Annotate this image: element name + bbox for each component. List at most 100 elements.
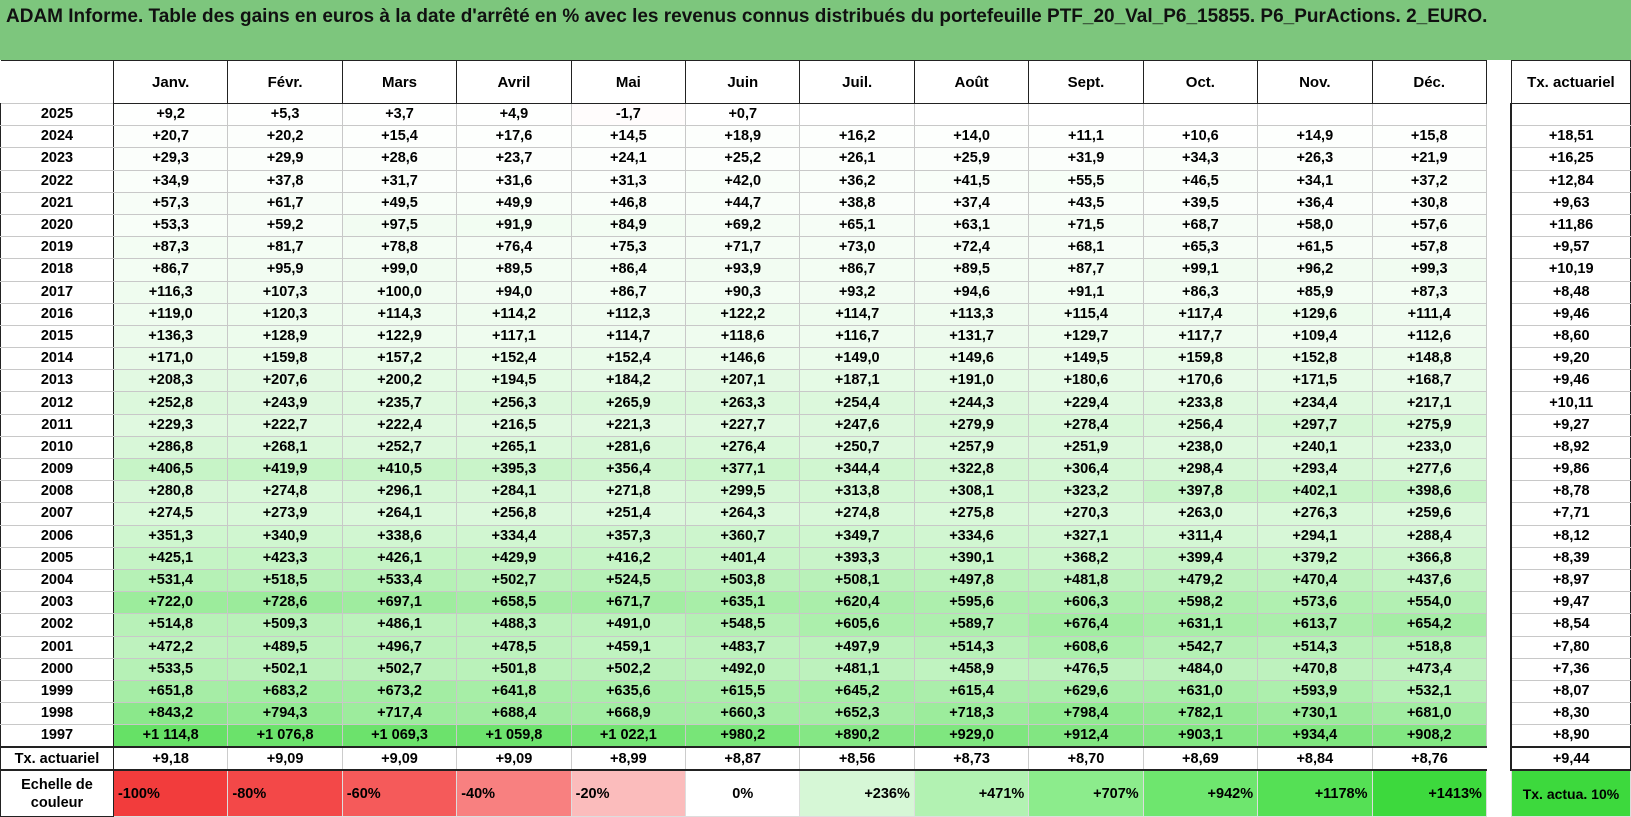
table-row: 2016 +119,0 +120,3 +114,3 +114,2 +112,3 +122,2… <box>0 302 1631 326</box>
gain-cell: +217,1 <box>1371 391 1487 415</box>
gain-cell: +42,0 <box>685 169 801 193</box>
gain-cell: +0,7 <box>685 102 801 127</box>
gain-cell: +252,8 <box>112 391 229 415</box>
gain-cell: +171,5 <box>1257 369 1373 393</box>
rate-cell: +7,80 <box>1510 635 1631 659</box>
gain-cell: +23,7 <box>456 147 572 171</box>
gain-cell: +605,6 <box>799 613 915 637</box>
rate-cell <box>1510 102 1631 127</box>
gain-cell: +71,7 <box>685 236 801 260</box>
gain-cell: +660,3 <box>685 702 801 726</box>
gain-cell: +615,5 <box>685 679 801 704</box>
gain-cell: +397,8 <box>1142 480 1259 504</box>
gain-cell: +406,5 <box>112 457 229 482</box>
gain-cell: +423,3 <box>227 546 343 570</box>
gain-cell: +360,7 <box>685 524 801 548</box>
gain-cell: +91,9 <box>456 213 572 238</box>
gain-cell: +280,8 <box>112 480 229 504</box>
gain-cell: +496,7 <box>341 635 458 659</box>
rate-cell: +8,48 <box>1510 280 1631 304</box>
gain-cell: +256,3 <box>456 391 572 415</box>
gain-cell: +476,5 <box>1028 657 1144 681</box>
gain-cell: +89,5 <box>456 258 572 282</box>
gain-cell: +84,9 <box>570 213 687 238</box>
gain-cell: +573,6 <box>1257 591 1373 615</box>
gain-cell: +159,8 <box>1142 347 1259 371</box>
table-row: 2000 +533,5 +502,1 +502,7 +501,8 +502,2 +492,0… <box>0 657 1631 681</box>
gain-cell: +340,9 <box>227 524 343 548</box>
color-scale-step: -80% <box>227 769 343 817</box>
year-cell: 2003 <box>0 591 114 615</box>
gain-cell: +284,1 <box>456 480 572 504</box>
gain-cell: +273,9 <box>227 502 343 526</box>
gain-cell: +299,5 <box>685 480 801 504</box>
month-header: Févr. <box>227 60 343 104</box>
gain-cell: +78,8 <box>341 236 458 260</box>
table-row: 2009 +406,5 +419,9 +410,5 +395,3 +356,4 +377,1… <box>0 457 1631 482</box>
gain-cell: +115,4 <box>1028 302 1144 326</box>
gain-cell: +89,5 <box>913 258 1030 282</box>
month-header: Janv. <box>112 60 229 104</box>
gain-cell: +97,5 <box>341 213 458 238</box>
gain-cell: +114,3 <box>341 302 458 326</box>
gain-cell: +39,5 <box>1142 191 1259 215</box>
year-cell: 2010 <box>0 435 114 460</box>
gain-cell: +152,4 <box>570 347 687 371</box>
year-cell: 2022 <box>0 169 114 193</box>
rate-cell: +8,39 <box>1510 546 1631 570</box>
gain-cell: +122,9 <box>341 324 458 349</box>
year-cell: 1997 <box>0 724 114 748</box>
gain-cell: +95,9 <box>227 258 343 282</box>
gain-cell: +554,0 <box>1371 591 1487 615</box>
year-cell: 2011 <box>0 413 114 437</box>
rate-cell: +8,90 <box>1510 724 1631 748</box>
gain-cell: +31,9 <box>1028 147 1144 171</box>
gain-cell: +718,3 <box>913 702 1030 726</box>
row-gap <box>1486 369 1512 392</box>
table-row: 2006 +351,3 +340,9 +338,6 +334,4 +357,3 +360,7… <box>0 524 1631 548</box>
gain-cell: +68,1 <box>1028 236 1144 260</box>
gain-cell: +34,3 <box>1142 147 1259 171</box>
rate-cell: +16,25 <box>1510 147 1631 171</box>
rate-cell: +8,12 <box>1510 524 1631 548</box>
gain-cell: +152,8 <box>1257 347 1373 371</box>
row-gap <box>1486 258 1512 281</box>
year-cell: 1999 <box>0 679 114 704</box>
year-cell: 2013 <box>0 369 114 393</box>
table-row: 1999 +651,8 +683,2 +673,2 +641,8 +635,6 +615,5… <box>0 679 1631 704</box>
color-scale-step: +236% <box>799 769 915 817</box>
gain-cell <box>913 102 1030 127</box>
gain-cell: +36,2 <box>799 169 915 193</box>
gain-cell: +502,7 <box>341 657 458 681</box>
gain-cell: +631,0 <box>1142 679 1259 704</box>
gain-cell: +170,6 <box>1142 369 1259 393</box>
gain-cell <box>1257 102 1373 127</box>
gain-cell: +425,1 <box>112 546 229 570</box>
gain-cell: +402,1 <box>1257 480 1373 504</box>
gain-cell: +208,3 <box>112 369 229 393</box>
color-scale-step: +1413% <box>1371 769 1487 817</box>
gain-cell: +207,1 <box>685 369 801 393</box>
row-gap <box>1486 147 1512 171</box>
gain-cell: +470,4 <box>1257 568 1373 593</box>
gain-cell: +524,5 <box>570 568 687 593</box>
row-gap <box>1486 125 1512 148</box>
year-cell: 2006 <box>0 524 114 548</box>
gain-cell: +509,3 <box>227 613 343 637</box>
gain-cell: +18,9 <box>685 125 801 149</box>
gain-cell: +31,6 <box>456 169 572 193</box>
gain-cell: +252,7 <box>341 435 458 460</box>
gain-cell: +72,4 <box>913 236 1030 260</box>
gain-cell: +264,3 <box>685 502 801 526</box>
color-scale-step: +471% <box>913 769 1030 817</box>
gain-cell: +99,3 <box>1371 258 1487 282</box>
gain-cell: +235,7 <box>341 391 458 415</box>
gain-cell: +114,2 <box>456 302 572 326</box>
gain-cell: +263,0 <box>1142 502 1259 526</box>
gain-cell: +243,9 <box>227 391 343 415</box>
gain-cell: +254,4 <box>799 391 915 415</box>
gain-cell: +57,6 <box>1371 213 1487 238</box>
gain-cell: +37,2 <box>1371 169 1487 193</box>
gain-cell: +390,1 <box>913 546 1030 570</box>
gain-cell: +41,5 <box>913 169 1030 193</box>
